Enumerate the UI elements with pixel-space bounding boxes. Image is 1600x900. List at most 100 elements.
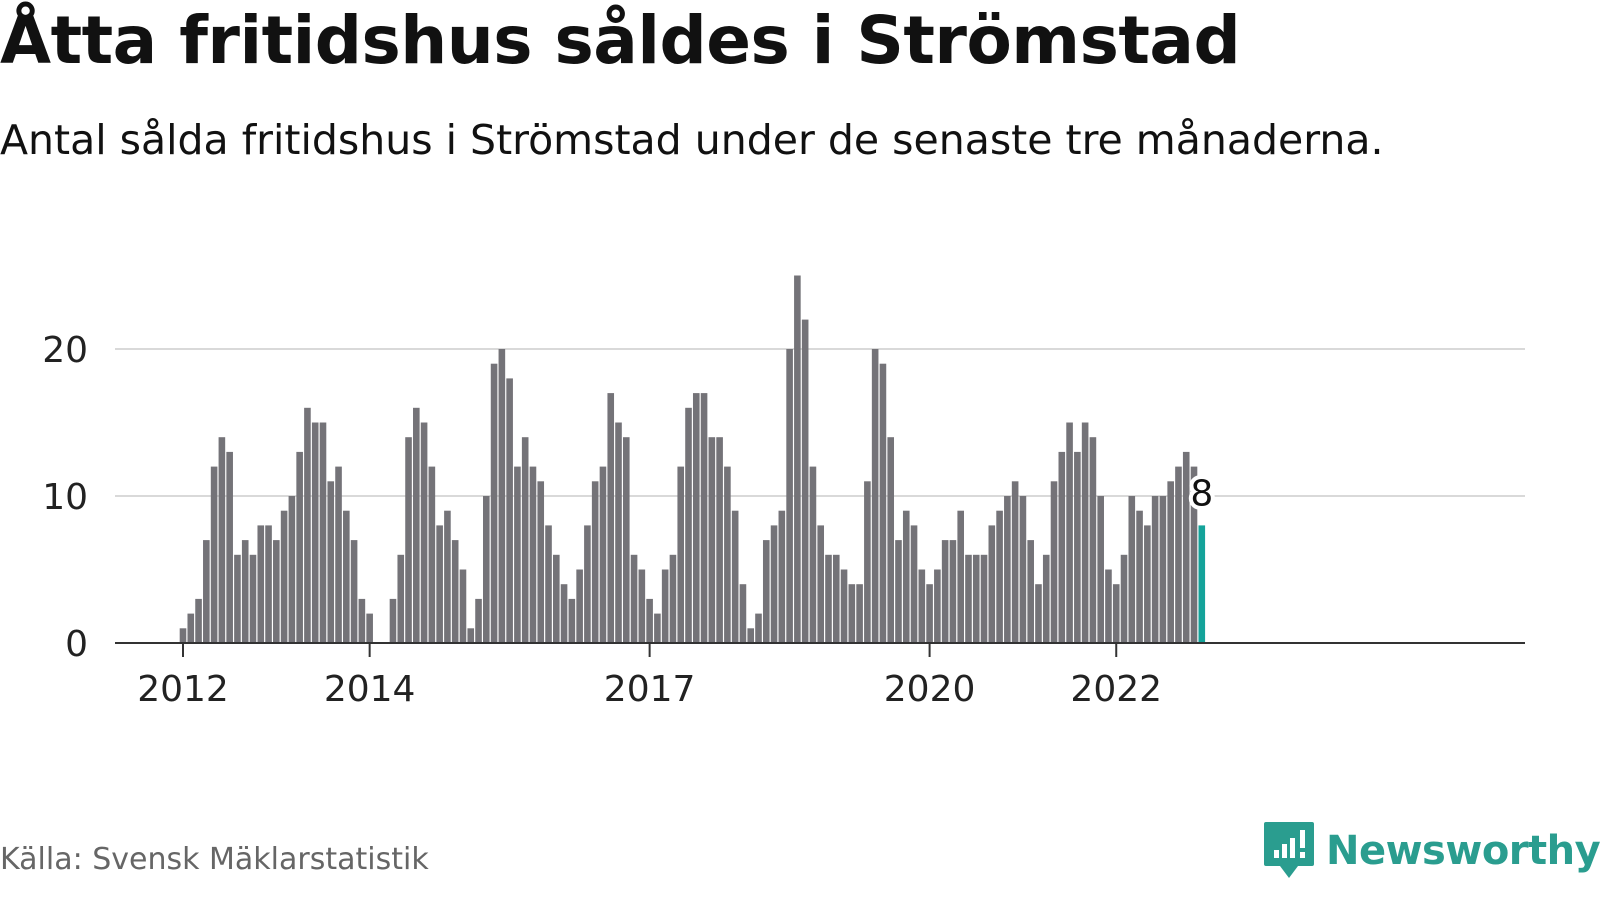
bar	[498, 349, 506, 643]
bar	[996, 510, 1003, 643]
bar	[988, 525, 996, 643]
bar	[1159, 496, 1167, 643]
x-axis	[115, 642, 1525, 657]
bar	[1151, 496, 1159, 643]
x-tick-label: 2020	[884, 669, 976, 710]
bar	[1136, 510, 1143, 643]
bar	[739, 584, 747, 643]
bar	[249, 554, 257, 643]
bar	[529, 466, 537, 643]
newsworthy-logo[interactable]: Newsworthy	[1262, 820, 1600, 882]
bar	[343, 510, 350, 643]
bar	[319, 422, 327, 643]
bar	[451, 540, 459, 643]
bar	[311, 422, 319, 643]
bar	[234, 554, 241, 643]
bar	[1019, 496, 1027, 643]
bar	[692, 393, 700, 643]
bar	[918, 569, 926, 643]
bar	[972, 554, 980, 643]
bar	[724, 466, 731, 643]
bar	[1112, 584, 1120, 643]
bar	[241, 540, 249, 643]
bar	[280, 510, 288, 643]
bar	[895, 540, 902, 643]
bar	[273, 540, 280, 643]
x-axis-labels: 2012 2014 2017 2020 2022	[137, 669, 1162, 710]
x-tick-label: 2012	[137, 669, 229, 710]
bar	[1081, 422, 1089, 643]
bar	[296, 451, 303, 643]
bar	[420, 422, 428, 643]
bar	[677, 466, 685, 643]
bar	[1058, 451, 1066, 643]
bar	[389, 598, 397, 643]
bar	[965, 554, 972, 643]
bar	[1105, 569, 1112, 643]
bar	[537, 481, 545, 643]
bar	[941, 540, 949, 643]
bar	[980, 554, 988, 643]
bar	[762, 540, 770, 643]
bar	[638, 569, 646, 643]
bar	[506, 378, 513, 643]
bar	[1182, 451, 1190, 643]
bar	[622, 437, 630, 643]
bar	[483, 496, 490, 643]
bar	[265, 525, 272, 643]
newsworthy-logo-icon	[1264, 822, 1314, 878]
bar	[1190, 466, 1198, 643]
bar	[405, 437, 412, 643]
bar	[1120, 554, 1128, 643]
bar	[210, 466, 218, 643]
bar	[514, 466, 521, 643]
bar	[832, 554, 840, 643]
bar	[887, 437, 895, 643]
bar	[203, 540, 210, 643]
data-labels: 8	[1186, 469, 1217, 518]
brand-name: Newsworthy	[1326, 828, 1600, 874]
bar	[584, 525, 591, 643]
bar	[926, 584, 933, 643]
bar	[1089, 437, 1097, 643]
bar	[195, 598, 202, 643]
y-tick-label: 10	[42, 477, 88, 518]
bar-highlight	[1198, 525, 1206, 643]
bar	[801, 319, 809, 643]
bar	[809, 466, 817, 643]
highlight-value-label: 8	[1190, 473, 1213, 514]
bar	[1074, 451, 1081, 643]
bar	[1035, 584, 1042, 643]
bar	[490, 363, 498, 643]
bar	[840, 569, 848, 643]
bar	[957, 510, 964, 643]
bar	[685, 407, 692, 643]
bar	[708, 437, 716, 643]
bar-chart: 0 10 20 2012 2014 2017 2020 2022 8	[42, 275, 1525, 710]
bar	[304, 407, 311, 643]
y-tick-label: 20	[42, 330, 88, 371]
bar	[288, 496, 296, 643]
bar	[179, 628, 187, 643]
chart-title: Åtta fritidshus såldes i Strömstad	[0, 2, 1241, 79]
bar	[1066, 422, 1073, 643]
bar	[949, 540, 957, 643]
bar	[218, 437, 226, 643]
bar	[794, 275, 801, 643]
bar	[817, 525, 825, 643]
bar	[934, 569, 941, 643]
bar	[607, 393, 615, 643]
bar	[335, 466, 342, 643]
bar	[646, 598, 653, 643]
bar	[786, 349, 793, 643]
bar	[350, 540, 358, 643]
bar	[1004, 496, 1011, 643]
source-credit: Källa: Svensk Mäklarstatistik	[0, 842, 429, 877]
bar	[327, 481, 335, 643]
bar	[1175, 466, 1182, 643]
bar	[902, 510, 910, 643]
bar	[1144, 525, 1151, 643]
bar	[778, 510, 786, 643]
bar	[1011, 481, 1019, 643]
bar	[257, 525, 265, 643]
